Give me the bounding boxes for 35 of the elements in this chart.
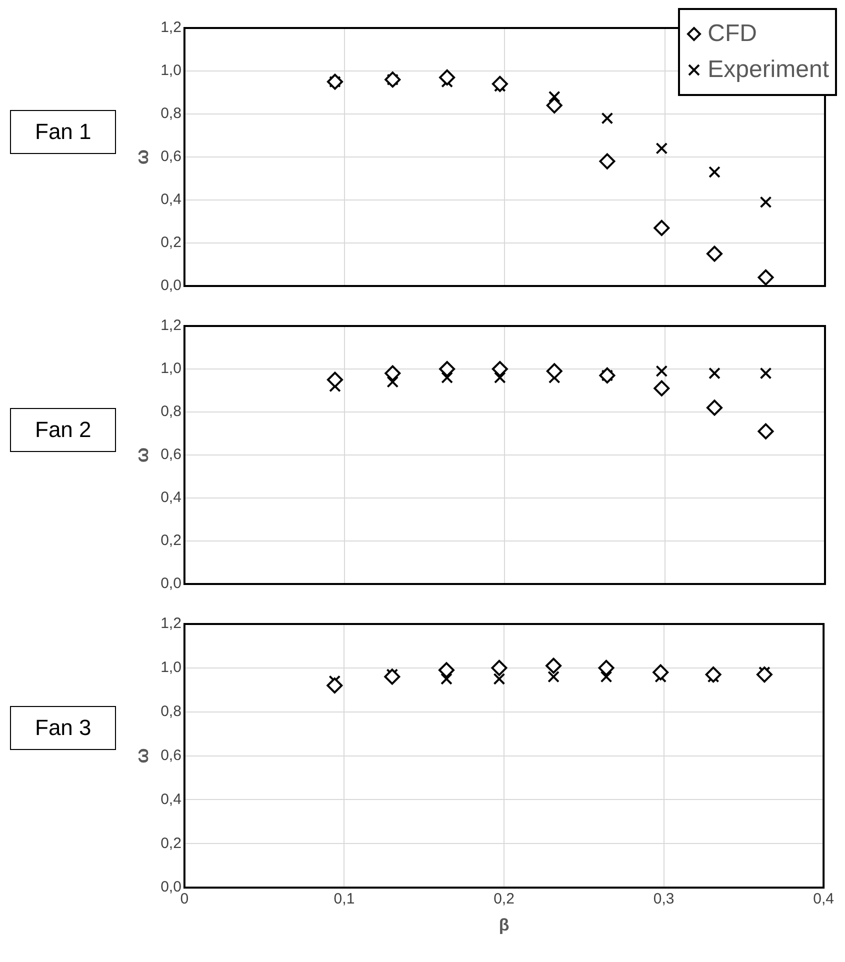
- y-tick-label: 0,2: [160, 234, 182, 252]
- y-axis-title: ω: [132, 149, 152, 165]
- y-tick-label: 0,4: [160, 489, 182, 506]
- legend-label: Experiment: [708, 56, 829, 84]
- y-tick-label: 0,6: [160, 148, 182, 166]
- y-tick-label: 0,8: [160, 403, 182, 420]
- y-tick-label: 1,0: [160, 659, 182, 676]
- x-tick-label: 0,4: [813, 890, 834, 908]
- y-tick-label: 0,4: [160, 191, 182, 208]
- y-tick-label: 0,8: [160, 703, 182, 720]
- y-tick-label: 0,0: [160, 575, 182, 592]
- y-tick-label: 0,4: [160, 790, 182, 808]
- y-axis-title: ω: [132, 447, 152, 463]
- y-tick-label: 0,2: [160, 834, 182, 852]
- y-tick-label: 0,0: [160, 277, 182, 294]
- text: Fan 3: [10, 706, 116, 750]
- y-tick-label: 0,6: [160, 746, 182, 764]
- x-tick-label: 0,3: [653, 890, 674, 908]
- legend-label: CFD: [708, 20, 757, 48]
- y-axis-title: ω: [132, 748, 152, 764]
- y-tick-label: 1,0: [160, 62, 182, 80]
- y-tick-label: 0,0: [160, 878, 182, 896]
- y-tick-label: 0,6: [160, 446, 182, 464]
- text: Fan 1: [10, 110, 116, 154]
- x-tick-label: 0,2: [494, 890, 514, 908]
- y-tick-label: 0,8: [160, 105, 182, 122]
- x-axis-title: β: [498, 915, 510, 934]
- y-tick-label: 1,2: [160, 615, 182, 632]
- y-tick-label: 1,2: [160, 19, 182, 36]
- text: Fan 2: [10, 408, 116, 452]
- x-tick-label: 0,1: [334, 890, 355, 908]
- x-tick-label: 0: [180, 890, 189, 908]
- y-tick-label: 1,2: [160, 317, 182, 334]
- y-tick-label: 1,0: [160, 360, 182, 378]
- y-tick-label: 0,2: [160, 532, 182, 550]
